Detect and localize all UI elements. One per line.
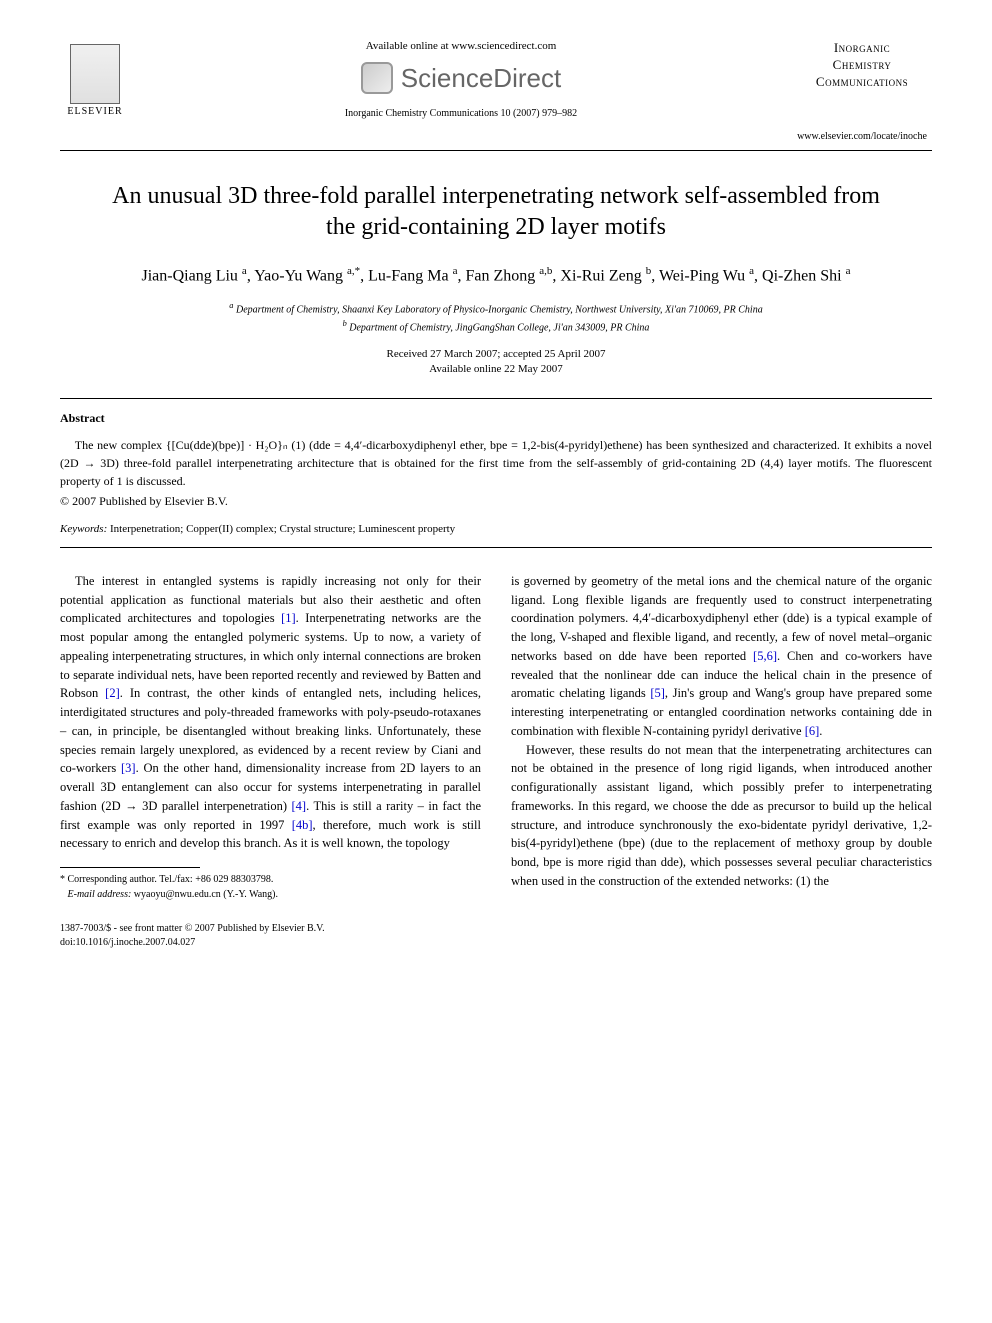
- doi-line: doi:10.1016/j.inoche.2007.04.027: [60, 936, 932, 950]
- keywords-label: Keywords:: [60, 523, 107, 535]
- journal-reference: Inorganic Chemistry Communications 10 (2…: [130, 108, 792, 119]
- sciencedirect-icon: [361, 62, 393, 94]
- affiliation-b: b Department of Chemistry, JingGangShan …: [60, 318, 932, 335]
- elsevier-label: ELSEVIER: [67, 106, 122, 117]
- header-bar: ELSEVIER Available online at www.science…: [60, 40, 932, 142]
- elsevier-logo: ELSEVIER: [60, 40, 130, 120]
- sciencedirect-text: ScienceDirect: [401, 63, 561, 94]
- email-line: E-mail address: wyaoyu@nwu.edu.cn (Y.-Y.…: [60, 887, 481, 902]
- email-suffix: (Y.-Y. Wang).: [223, 889, 278, 900]
- column-right: is governed by geometry of the metal ion…: [511, 572, 932, 902]
- journal-url: www.elsevier.com/locate/inoche: [792, 131, 932, 142]
- journal-title-line3: Communications: [792, 74, 932, 91]
- dates-block: Received 27 March 2007; accepted 25 Apri…: [60, 347, 932, 378]
- sciencedirect-brand: ScienceDirect: [130, 62, 792, 94]
- keywords-text: Interpenetration; Copper(II) complex; Cr…: [110, 523, 455, 535]
- journal-title-line1: Inorganic: [792, 40, 932, 57]
- keywords-line: Keywords: Interpenetration; Copper(II) c…: [60, 523, 932, 535]
- authors-line: Jian-Qiang Liu a, Yao-Yu Wang a,*, Lu-Fa…: [60, 263, 932, 288]
- available-online-text: Available online at www.sciencedirect.co…: [130, 40, 792, 52]
- col2-para1: is governed by geometry of the metal ion…: [511, 572, 932, 741]
- received-date: Received 27 March 2007; accepted 25 Apri…: [60, 347, 932, 362]
- abstract-top-rule: [60, 398, 932, 399]
- issn-line: 1387-7003/$ - see front matter © 2007 Pu…: [60, 922, 932, 936]
- abstract-heading: Abstract: [60, 411, 932, 426]
- paper-title: An unusual 3D three-fold parallel interp…: [100, 181, 892, 243]
- email-label: E-mail address:: [68, 889, 132, 900]
- email-address[interactable]: wyaoyu@nwu.edu.cn: [134, 889, 221, 900]
- affiliations: a Department of Chemistry, Shaanxi Key L…: [60, 300, 932, 335]
- online-date: Available online 22 May 2007: [60, 362, 932, 377]
- col1-para1: The interest in entangled systems is rap…: [60, 572, 481, 853]
- elsevier-tree-icon: [70, 44, 120, 104]
- abstract-text: The new complex {[Cu(dde)(bpe)] · H₂O}ₙ …: [60, 436, 932, 490]
- header-divider: [60, 150, 932, 151]
- journal-block: Inorganic Chemistry Communications www.e…: [792, 40, 932, 142]
- body-columns: The interest in entangled systems is rap…: [60, 572, 932, 902]
- corresponding-author: * Corresponding author. Tel./fax: +86 02…: [60, 872, 481, 887]
- col2-para2: However, these results do not mean that …: [511, 741, 932, 891]
- abstract-copyright: © 2007 Published by Elsevier B.V.: [60, 494, 932, 509]
- abstract-bottom-rule: [60, 547, 932, 548]
- header-center: Available online at www.sciencedirect.co…: [130, 40, 792, 119]
- footer-block: 1387-7003/$ - see front matter © 2007 Pu…: [60, 922, 932, 950]
- column-left: The interest in entangled systems is rap…: [60, 572, 481, 902]
- journal-title-line2: Chemistry: [792, 57, 932, 74]
- footnote-divider: [60, 867, 200, 868]
- affiliation-a: a Department of Chemistry, Shaanxi Key L…: [60, 300, 932, 317]
